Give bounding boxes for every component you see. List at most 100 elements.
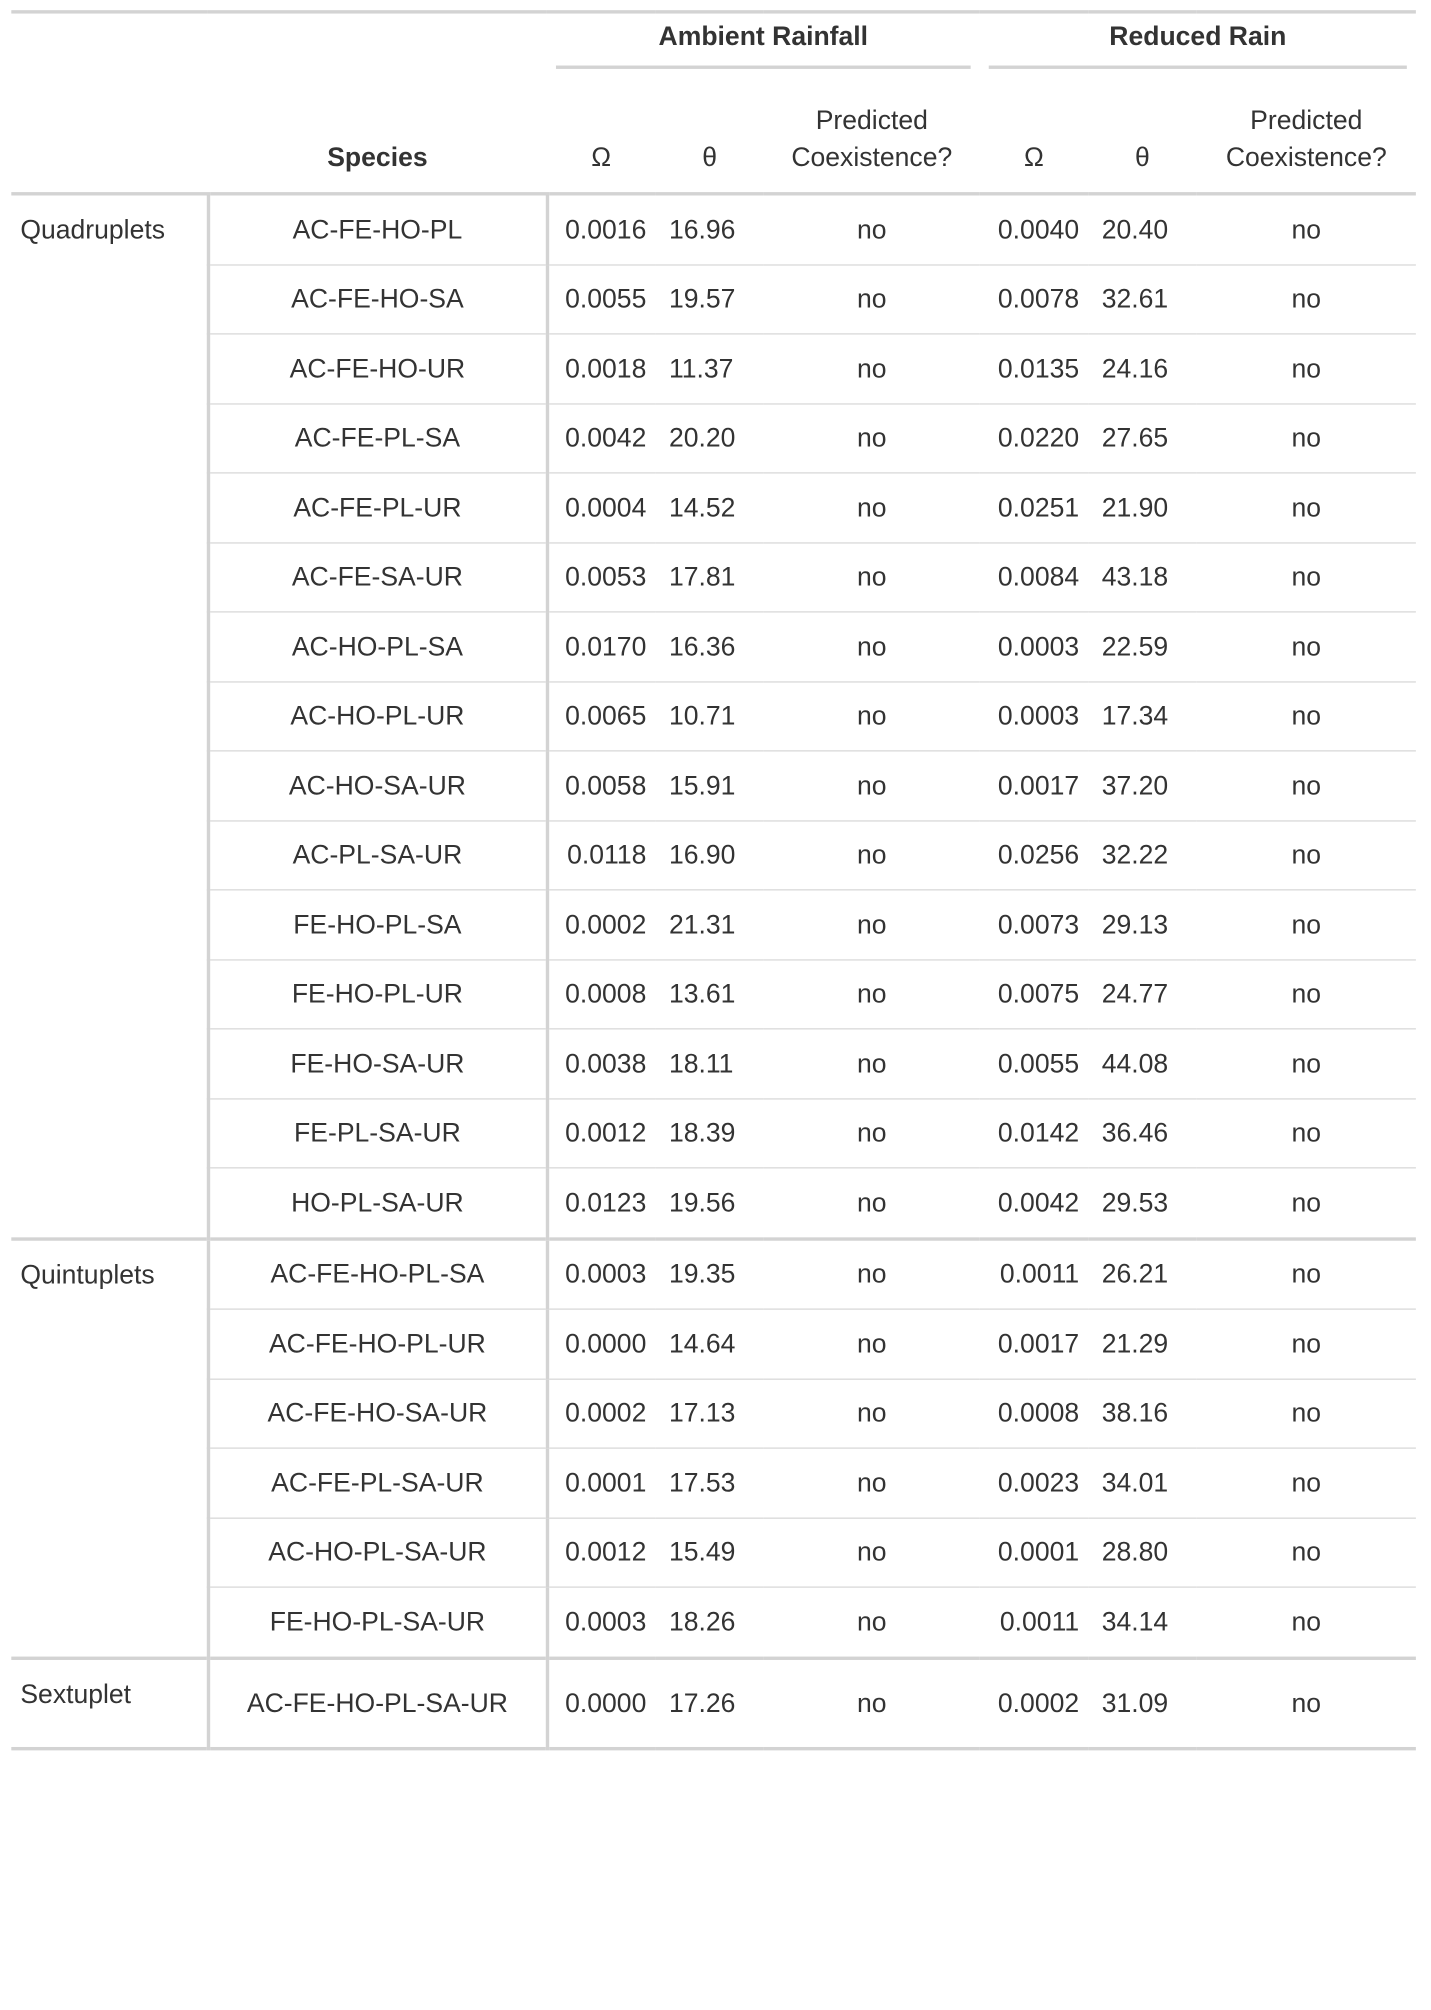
table-row: AC-HO-SA-UR 0.0058 15.91 no 0.0017 37.20 no (11, 750, 1416, 821)
reduced-theta-value: 32.22 (1088, 819, 1197, 890)
reduced-omega-value: 0.0023 (979, 1447, 1089, 1518)
ambient-theta-value: 13.61 (655, 958, 764, 1029)
species-name: AC-FE-HO-PL-SA-UR (207, 1656, 549, 1749)
reduced-predicted-value: no (1196, 889, 1416, 960)
ambient-predicted-value: no (763, 889, 980, 960)
reduced-omega-value: 0.0075 (979, 958, 1089, 1029)
reduced-theta-value: 24.16 (1088, 333, 1197, 404)
table-row: AC-FE-HO-UR 0.0018 11.37 no 0.0135 24.16 no (11, 333, 1416, 404)
reduced-theta-value: 21.29 (1088, 1308, 1197, 1379)
ambient-theta-value: 21.31 (655, 889, 764, 960)
ambient-predicted-value: no (763, 402, 980, 473)
reduced-omega-value: 0.0003 (979, 680, 1089, 751)
species-name: AC-HO-PL-SA (207, 611, 549, 682)
reduced-omega-value: 0.0256 (979, 819, 1089, 890)
table-row: AC-FE-PL-SA 0.0042 20.20 no 0.0220 27.65 no (11, 402, 1416, 473)
reduced-omega-value: 0.0055 (979, 1028, 1089, 1099)
reduced-omega-value: 0.0011 (979, 1586, 1089, 1658)
reduced-predicted-value: no (1196, 1308, 1416, 1379)
reduced-predicted-value: no (1196, 611, 1416, 682)
ambient-omega-value: 0.0053 (546, 541, 656, 612)
reduced-theta-value: 37.20 (1088, 750, 1197, 821)
ambient-theta-value: 17.81 (655, 541, 764, 612)
ambient-theta-value: 18.39 (655, 1097, 764, 1168)
ambient-theta-value: 18.26 (655, 1586, 764, 1658)
spanner-reduced-label: Reduced Rain (988, 21, 1407, 69)
species-name: FE-HO-PL-UR (207, 958, 549, 1029)
ambient-theta-value: 19.56 (655, 1167, 764, 1239)
ambient-predicted-value: no (763, 1656, 980, 1749)
ambient-theta-value: 17.26 (655, 1656, 764, 1749)
reduced-omega-value: 0.0040 (997, 214, 1080, 244)
blank-header-cell (11, 12, 208, 77)
table-row: AC-FE-HO-PL-UR 0.0000 14.64 no 0.0017 21.29 no (11, 1308, 1416, 1379)
table-row: FE-PL-SA-UR 0.0012 18.39 no 0.0142 36.46 no (11, 1097, 1416, 1168)
ambient-theta-value: 14.52 (655, 472, 764, 543)
reduced-theta-value: 34.14 (1088, 1586, 1197, 1658)
ambient-theta-value: 16.96 (668, 214, 736, 244)
predicted-line1: Predicted (1250, 105, 1363, 135)
ambient-omega-value: 0.0055 (546, 263, 656, 334)
species-name: FE-HO-PL-SA (207, 889, 549, 960)
ambient-predicted-value: no (763, 1308, 980, 1379)
ambient-theta-value: 19.57 (655, 263, 764, 334)
reduced-predicted-value: no (1196, 750, 1416, 821)
table-row: AC-HO-PL-SA 0.0170 16.36 no 0.0003 22.59 no (11, 611, 1416, 682)
reduced-theta-value: 29.53 (1088, 1167, 1197, 1239)
species-name: AC-FE-HO-PL (207, 193, 549, 265)
reduced-omega-value: 0.0017 (979, 750, 1089, 821)
species-name: AC-FE-PL-UR (207, 472, 549, 543)
spanner-reduced-rain: Reduced Rain (980, 12, 1416, 77)
reduced-predicted-value: no (1196, 680, 1416, 751)
table-row: AC-HO-PL-UR 0.0065 10.71 no 0.0003 17.34 no (11, 680, 1416, 751)
spanner-ambient-label: Ambient Rainfall (555, 21, 971, 69)
ambient-omega-value: 0.0002 (546, 1378, 656, 1449)
reduced-omega-value: 0.0251 (979, 472, 1089, 543)
coexistence-table: Ambient Rainfall Reduced Rain Species Ω … (11, 10, 1416, 1751)
ambient-omega-value: 0.0038 (546, 1028, 656, 1099)
reduced-predicted-value: no (1196, 1236, 1416, 1310)
reduced-theta-value: 31.09 (1088, 1656, 1197, 1749)
species-name: AC-FE-HO-PL-UR (207, 1308, 549, 1379)
species-column-header: Species (207, 76, 547, 196)
reduced-predicted-value: no (1196, 402, 1416, 473)
reduced-theta-value: 24.77 (1088, 958, 1197, 1029)
predicted-line1: Predicted (815, 105, 928, 135)
ambient-omega-value: 0.0012 (546, 1517, 656, 1588)
reduced-theta-value: 21.90 (1088, 472, 1197, 543)
ambient-omega-value: 0.0042 (546, 402, 656, 473)
reduced-theta-value: 43.18 (1088, 541, 1197, 612)
reduced-predicted-value: no (1196, 1378, 1416, 1449)
reduced-predicted-header: Predicted Coexistence? (1196, 76, 1416, 196)
table-row: AC-HO-PL-SA-UR 0.0012 15.49 no 0.0001 28.80 no (11, 1517, 1416, 1588)
reduced-theta-value: 26.21 (1088, 1236, 1197, 1310)
species-name: AC-FE-SA-UR (207, 541, 549, 612)
ambient-theta-value: 20.20 (655, 402, 764, 473)
reduced-theta-value: 32.61 (1088, 263, 1197, 334)
ambient-omega-value: 0.0000 (546, 1308, 656, 1379)
ambient-theta-value: 15.49 (655, 1517, 764, 1588)
table-row: AC-PL-SA-UR 0.0118 16.90 no 0.0256 32.22 no (11, 819, 1416, 890)
ambient-omega-value: 0.0001 (546, 1447, 656, 1518)
ambient-theta-header: θ (655, 76, 764, 196)
reduced-omega-value: 0.0001 (979, 1517, 1089, 1588)
table-row: HO-PL-SA-UR 0.0123 19.56 no 0.0042 29.53 no (11, 1167, 1416, 1239)
ambient-theta-value: 16.90 (655, 819, 764, 890)
reduced-omega-header: Ω (979, 76, 1089, 196)
species-name: AC-FE-PL-SA-UR (207, 1447, 549, 1518)
reduced-theta-value: 20.40 (1101, 214, 1169, 244)
table-row: FE-HO-PL-SA 0.0002 21.31 no 0.0073 29.13 no (11, 889, 1416, 960)
ambient-predicted-value: no (763, 1586, 980, 1658)
ambient-predicted-value: no (763, 333, 980, 404)
reduced-theta-value: 28.80 (1088, 1517, 1197, 1588)
table-row: FE-HO-PL-UR 0.0008 13.61 no 0.0075 24.77 no (11, 958, 1416, 1029)
table-row: AC-FE-HO-SA-UR 0.0002 17.13 no 0.0008 38.16 no (11, 1378, 1416, 1449)
ambient-omega-value: 0.0016 (565, 214, 647, 244)
ambient-predicted-value: no (763, 263, 980, 334)
ambient-omega-value: 0.0123 (546, 1167, 656, 1239)
reduced-predicted-value: no (1196, 472, 1416, 543)
ambient-predicted-value: no (763, 541, 980, 612)
species-name: FE-HO-PL-SA-UR (207, 1586, 549, 1658)
table-row: AC-FE-HO-SA 0.0055 19.57 no 0.0078 32.61 no (11, 263, 1416, 334)
reduced-omega-value: 0.0073 (979, 889, 1089, 960)
